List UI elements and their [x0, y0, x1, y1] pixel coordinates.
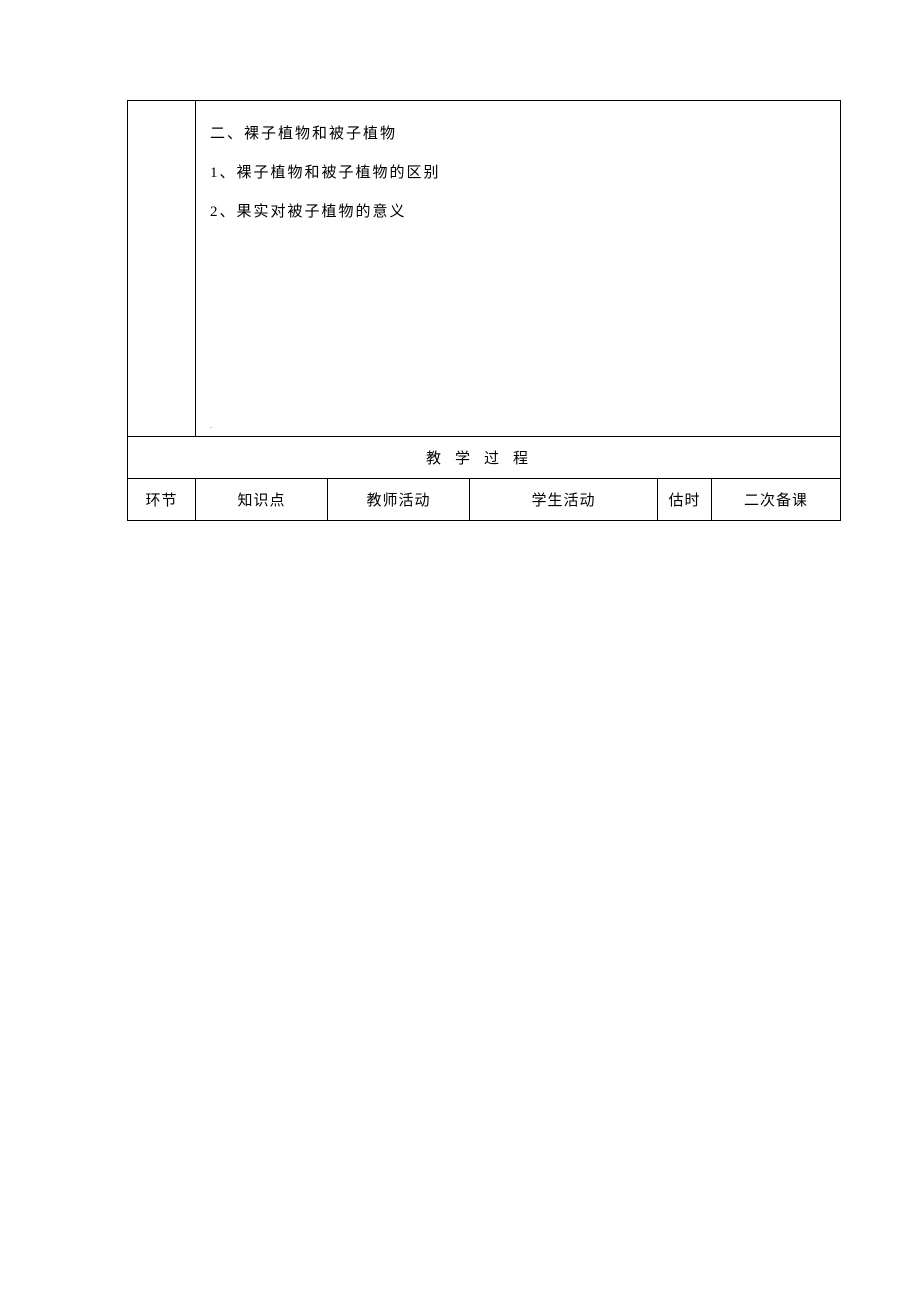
column-header-1: 环节	[128, 479, 196, 521]
column-header-5: 估时	[658, 479, 712, 521]
content-left-cell	[128, 101, 196, 437]
content-marker: .	[210, 421, 212, 430]
lesson-plan-table: 二、裸子植物和被子植物 1、裸子植物和被子植物的区别 2、果实对被子植物的意义 …	[127, 100, 841, 521]
columns-header-row: 环节 知识点 教师活动 学生活动 估时 二次备课	[128, 479, 841, 521]
content-item-1: 1、裸子植物和被子植物的区别	[210, 154, 830, 193]
column-header-3: 教师活动	[328, 479, 470, 521]
column-header-2: 知识点	[196, 479, 328, 521]
content-heading: 二、裸子植物和被子植物	[210, 115, 830, 154]
page-container: 二、裸子植物和被子植物 1、裸子植物和被子植物的区别 2、果实对被子植物的意义 …	[127, 100, 841, 521]
section-header: 教学过程	[128, 437, 841, 479]
content-item-2: 2、果实对被子植物的意义	[210, 193, 830, 232]
section-header-row: 教学过程	[128, 437, 841, 479]
column-header-6: 二次备课	[712, 479, 841, 521]
content-row: 二、裸子植物和被子植物 1、裸子植物和被子植物的区别 2、果实对被子植物的意义 …	[128, 101, 841, 437]
content-right-cell: 二、裸子植物和被子植物 1、裸子植物和被子植物的区别 2、果实对被子植物的意义 …	[196, 101, 841, 437]
column-header-4: 学生活动	[470, 479, 658, 521]
